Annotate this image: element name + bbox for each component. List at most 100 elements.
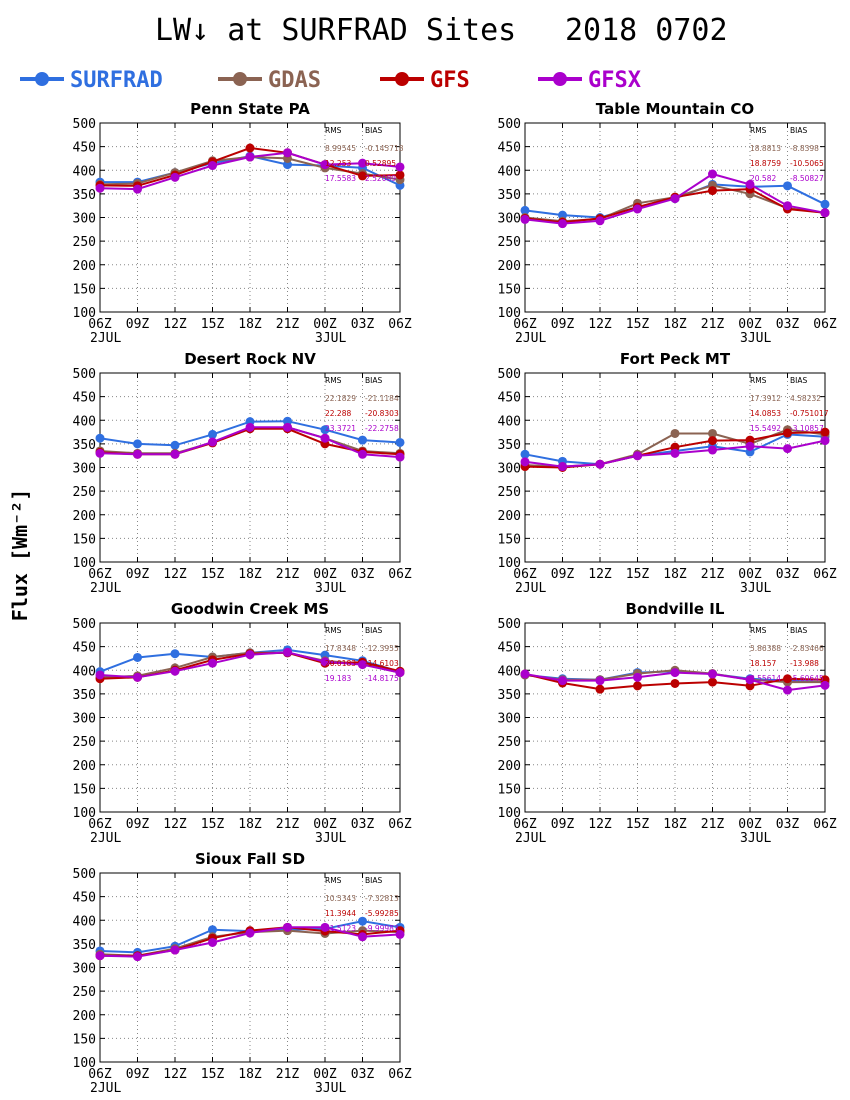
data-point — [320, 657, 330, 667]
data-point — [133, 449, 142, 459]
stats-rms-value: 14.0853 — [750, 409, 781, 418]
y-tick-label: 300 — [73, 962, 96, 977]
data-point — [320, 922, 330, 932]
stats-header-rms: RMS — [750, 376, 767, 385]
data-point — [708, 186, 717, 196]
x-tick-label: 00Z — [313, 817, 337, 832]
data-point — [133, 952, 142, 962]
data-point — [245, 650, 255, 660]
data-point — [520, 214, 530, 224]
data-point — [595, 459, 605, 469]
data-point — [133, 672, 142, 682]
data-point — [520, 669, 530, 679]
x-tick-label: 18Z — [238, 1067, 262, 1082]
data-point — [283, 422, 292, 432]
x-tick-label: 00Z — [738, 567, 762, 582]
stats-header-rms: RMS — [750, 626, 767, 635]
legend-item-gfs: GFS — [380, 68, 470, 93]
legend-marker — [233, 72, 247, 86]
x-tick-label: 12Z — [163, 567, 187, 582]
x-tick-label: 00Z — [313, 317, 337, 332]
data-point — [170, 440, 180, 450]
x-tick-label: 06Z — [513, 817, 537, 832]
y-tick-label: 450 — [498, 641, 521, 656]
data-point — [320, 425, 330, 435]
stats-header-bias: BIAS — [365, 626, 382, 635]
y-tick-label: 500 — [498, 367, 521, 382]
y-tick-label: 250 — [498, 235, 521, 250]
panel-bondville-il: Bondville IL 100 150 200 250 300 350 400 450 500 0… — [498, 600, 837, 846]
stats-bias-value: 0.52895 — [365, 159, 396, 168]
stats-header-bias: BIAS — [365, 376, 382, 385]
x-date-label: 3JUL — [740, 581, 771, 596]
stats-bias-value: -5.60645 — [790, 674, 824, 683]
legend-label: GDAS — [268, 68, 321, 93]
x-date-label: 3JUL — [315, 831, 346, 846]
x-tick-label: 03Z — [776, 817, 800, 832]
data-point — [358, 660, 367, 670]
data-point — [170, 945, 180, 955]
x-tick-label: 21Z — [276, 317, 300, 332]
data-point — [745, 675, 755, 685]
panel-fort-peck-mt: Fort Peck MT 100 150 200 250 300 350 400 450 500 0… — [498, 350, 837, 596]
y-tick-label: 400 — [498, 664, 521, 679]
data-point — [783, 685, 792, 695]
y-tick-label: 150 — [73, 782, 96, 797]
y-tick-label: 500 — [498, 117, 521, 132]
x-tick-label: 06Z — [388, 317, 412, 332]
x-tick-label: 15Z — [626, 567, 650, 582]
x-tick-label: 09Z — [551, 817, 575, 832]
data-point — [358, 916, 367, 926]
y-tick-label: 250 — [498, 735, 521, 750]
x-tick-label: 12Z — [163, 817, 187, 832]
data-point — [633, 672, 642, 682]
data-point — [670, 448, 680, 458]
x-date-label: 3JUL — [315, 1081, 346, 1096]
x-tick-label: 06Z — [813, 817, 837, 832]
panel-title: Penn State PA — [190, 100, 310, 118]
panel-title: Table Mountain CO — [596, 100, 754, 118]
stats-header-bias: BIAS — [790, 126, 807, 135]
data-point — [245, 928, 255, 938]
panel-sioux-fall-sd: Sioux Fall SD 100 150 200 250 300 350 400 450 500… — [73, 850, 412, 1096]
x-date-label: 2JUL — [90, 831, 121, 846]
data-point — [558, 676, 567, 686]
data-point — [633, 451, 642, 461]
x-date-label: 2JUL — [90, 581, 121, 596]
x-tick-label: 00Z — [313, 567, 337, 582]
data-point — [670, 668, 680, 678]
data-point — [633, 204, 642, 214]
stats-bias-value: -22.2758 — [365, 424, 399, 433]
panel-title: Sioux Fall SD — [195, 850, 305, 868]
x-date-label: 3JUL — [315, 331, 346, 346]
data-point — [595, 216, 605, 226]
data-point — [745, 179, 755, 189]
x-tick-label: 06Z — [88, 1067, 112, 1082]
y-tick-label: 300 — [498, 712, 521, 727]
stats-rms-value: 23.3721 — [325, 424, 356, 433]
data-point — [133, 652, 142, 662]
x-tick-label: 18Z — [663, 317, 687, 332]
y-tick-label: 400 — [73, 914, 96, 929]
x-date-label: 3JUL — [315, 581, 346, 596]
x-tick-label: 18Z — [663, 567, 687, 582]
y-tick-label: 500 — [73, 617, 96, 632]
stats-header-rms: RMS — [325, 376, 342, 385]
data-point — [633, 681, 642, 691]
y-axis-label: Flux [Wm⁻²] — [8, 489, 32, 621]
figure-title: LW↓ at SURFRAD Sites — [155, 13, 516, 48]
data-point — [358, 158, 367, 168]
y-tick-label: 450 — [73, 891, 96, 906]
data-point — [283, 148, 292, 158]
y-tick-label: 500 — [73, 367, 96, 382]
y-tick-label: 150 — [73, 532, 96, 547]
data-point — [208, 429, 217, 439]
x-tick-label: 12Z — [163, 1067, 187, 1082]
y-tick-label: 400 — [498, 164, 521, 179]
x-tick-label: 21Z — [701, 567, 725, 582]
data-point — [783, 181, 792, 191]
data-point — [208, 925, 217, 935]
series-gfsx — [520, 436, 830, 472]
data-point — [708, 669, 717, 679]
data-point — [208, 161, 217, 171]
